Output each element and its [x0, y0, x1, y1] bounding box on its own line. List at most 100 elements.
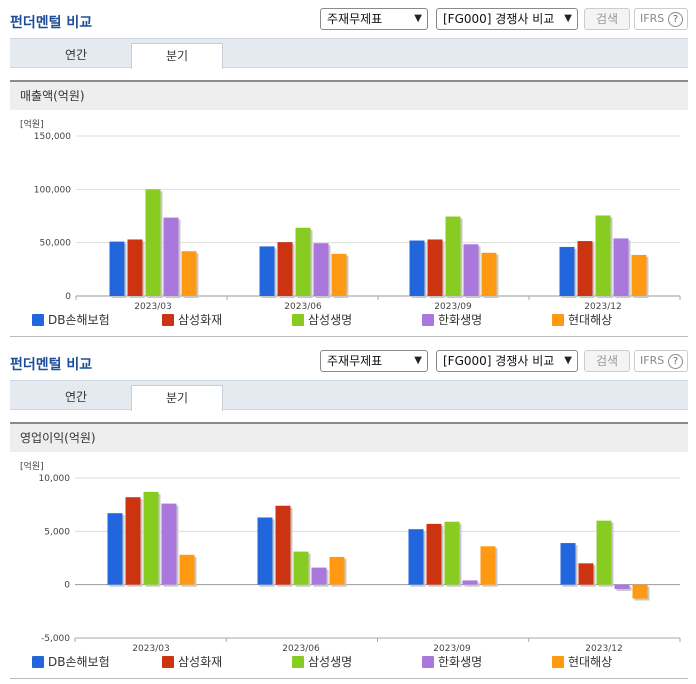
x-tick-label: 2023/12	[584, 302, 621, 310]
chevron-down-icon: ▼	[414, 355, 422, 366]
bar[interactable]	[578, 563, 594, 585]
divider	[10, 678, 688, 679]
y-tick-label: 0	[64, 581, 70, 591]
peer-group-select[interactable]: [FG000] 경쟁사 비교 ▼	[436, 8, 578, 30]
bar[interactable]	[613, 238, 629, 296]
statement-select[interactable]: 주재무제표 ▼	[320, 8, 428, 30]
tab-annual[interactable]: 연간	[64, 48, 88, 62]
bar[interactable]	[163, 217, 179, 296]
bar[interactable]	[462, 580, 478, 585]
y-tick-label: 50,000	[40, 239, 72, 249]
divider	[10, 336, 688, 337]
bar[interactable]	[463, 244, 479, 296]
legend-item[interactable]: 삼성생명	[292, 654, 352, 670]
bar[interactable]	[595, 215, 611, 296]
bar[interactable]	[145, 189, 161, 296]
statement-select-value: 주재무제표	[327, 354, 383, 368]
legend-item[interactable]: DB손해보험	[32, 312, 110, 328]
bar[interactable]	[444, 521, 460, 585]
tab-annual[interactable]: 연간	[64, 390, 88, 404]
bar[interactable]	[125, 497, 141, 585]
legend-item[interactable]: DB손해보험	[32, 654, 110, 670]
bar[interactable]	[127, 239, 143, 296]
legend-item[interactable]: 삼성화재	[162, 312, 222, 328]
chevron-down-icon: ▼	[564, 13, 572, 24]
ifrs-button[interactable]: IFRS ?	[634, 8, 688, 30]
period-tabs: 연간 분기	[10, 38, 688, 69]
tab-quarterly[interactable]: 분기	[131, 385, 223, 411]
legend-item[interactable]: 삼성생명	[292, 312, 352, 328]
bar[interactable]	[632, 584, 648, 599]
y-tick-label: 150,000	[34, 132, 71, 142]
bar[interactable]	[329, 556, 345, 585]
bar[interactable]	[408, 529, 424, 585]
panel-title: 펀더멘털 비교	[10, 15, 93, 31]
x-tick-label: 2023/06	[282, 644, 320, 652]
legend-swatch	[32, 656, 44, 668]
bar[interactable]	[426, 523, 442, 585]
bar[interactable]	[275, 505, 291, 585]
peer-group-select-value: [FG000] 경쟁사 비교	[443, 354, 555, 368]
bar[interactable]	[257, 517, 273, 585]
legend-swatch	[552, 656, 564, 668]
bar[interactable]	[161, 503, 177, 585]
bar[interactable]	[427, 239, 443, 296]
y-tick-label: 100,000	[34, 185, 71, 195]
bar[interactable]	[577, 241, 593, 296]
help-icon: ?	[668, 12, 683, 27]
bar[interactable]	[293, 551, 309, 585]
bar[interactable]	[560, 543, 576, 585]
bar[interactable]	[331, 253, 347, 296]
bar[interactable]	[409, 240, 425, 296]
y-tick-label: -5,000	[41, 634, 70, 644]
legend-label: DB손해보험	[48, 655, 110, 669]
tab-quarterly[interactable]: 분기	[131, 43, 223, 69]
legend-label: DB손해보험	[48, 313, 110, 327]
ifrs-button[interactable]: IFRS ?	[634, 350, 688, 372]
legend-item[interactable]: 현대해상	[552, 312, 612, 328]
legend-swatch	[162, 314, 174, 326]
bar[interactable]	[631, 254, 647, 296]
bar[interactable]	[109, 241, 125, 296]
legend-item[interactable]: 삼성화재	[162, 654, 222, 670]
ifrs-label: IFRS	[640, 354, 665, 367]
bar[interactable]	[179, 554, 195, 585]
panel-operating-profit: 펀더멘털 비교 주재무제표 ▼ [FG000] 경쟁사 비교 ▼ 검색 IFRS…	[0, 342, 696, 684]
unit-label: [억원]	[20, 120, 44, 130]
bar[interactable]	[181, 251, 197, 296]
bar[interactable]	[277, 242, 293, 296]
unit-label: [억원]	[20, 462, 44, 472]
legend-swatch	[552, 314, 564, 326]
chart-legend: DB손해보험 삼성화재 삼성생명 한화생명 현대해상	[0, 654, 696, 672]
sales-bar-chart: 0 50,000 100,000 150,000 2023/03 2023/06 2023/…	[34, 132, 681, 310]
statement-select[interactable]: 주재무제표 ▼	[320, 350, 428, 372]
bar[interactable]	[295, 227, 311, 296]
section-title: 매출액(억원)	[10, 80, 688, 110]
panel-sales: 펀더멘털 비교 주재무제표 ▼ [FG000] 경쟁사 비교 ▼ 검색 IFRS…	[10, 8, 688, 337]
legend-item[interactable]: 현대해상	[552, 654, 612, 670]
bar[interactable]	[107, 513, 123, 585]
search-button[interactable]: 검색	[584, 350, 630, 372]
bar[interactable]	[259, 246, 275, 296]
bar[interactable]	[481, 252, 497, 296]
bar[interactable]	[480, 546, 496, 585]
legend-item[interactable]: 한화생명	[422, 312, 482, 328]
legend-swatch	[32, 314, 44, 326]
x-tick-label: 2023/06	[284, 302, 322, 310]
legend-label: 한화생명	[438, 313, 483, 327]
bar[interactable]	[559, 246, 575, 296]
peer-group-select[interactable]: [FG000] 경쟁사 비교 ▼	[436, 350, 578, 372]
bar[interactable]	[614, 584, 630, 589]
bar[interactable]	[313, 243, 329, 296]
search-button[interactable]: 검색	[584, 8, 630, 30]
legend-label: 현대해상	[568, 655, 613, 669]
bar[interactable]	[445, 216, 461, 296]
bar[interactable]	[311, 567, 327, 585]
section-title: 영업이익(억원)	[10, 422, 688, 452]
bar[interactable]	[596, 520, 612, 585]
legend-label: 한화생명	[438, 655, 483, 669]
x-tick-label: 2023/09	[434, 302, 472, 310]
legend-item[interactable]: 한화생명	[422, 654, 482, 670]
bar[interactable]	[143, 491, 159, 585]
operating-profit-bar-chart: -5,000 0 5,000 10,000 2023/03 2023/06 2023/09 2…	[39, 474, 681, 652]
